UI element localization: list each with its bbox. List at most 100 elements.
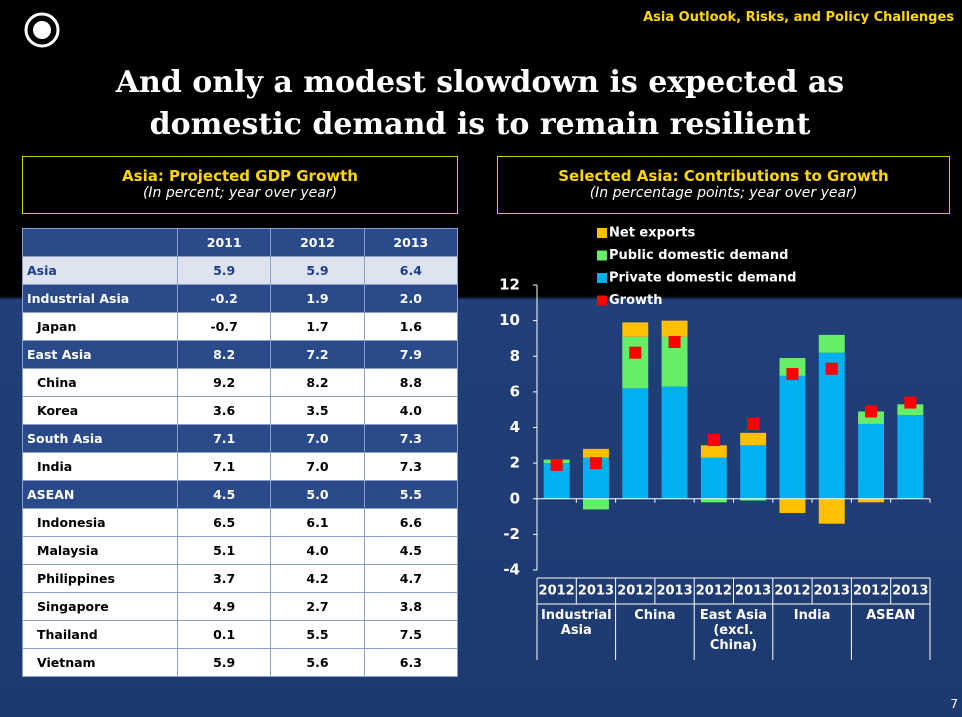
cell: 4.0 [363,396,459,425]
bar-segment [700,457,727,499]
bar-segment [897,404,924,416]
cell: ASEAN [22,480,178,509]
cell: 2.0 [363,284,459,313]
growth-marker [550,458,563,471]
bar-segment [779,498,806,513]
gdp-table: 2011 2012 2013 Asia 5.9 5.9 6.4 Industrial Asia… [22,228,459,677]
legend-swatch [597,295,607,306]
bar-segment [700,445,727,458]
table-subtitle: (In percent; year over year) [142,185,338,201]
cell: 7.9 [363,340,459,369]
cell: 7.3 [363,424,459,453]
table-row: Philippines 3.7 4.2 4.7 [22,564,459,593]
table-row: Indonesia 6.5 6.1 6.6 [22,508,459,537]
cell: 6.1 [270,508,365,537]
growth-marker [668,336,681,348]
bar-segment [858,423,885,499]
page-number: 7 [950,697,958,711]
table-row: South Asia 7.1 7.0 7.3 [22,424,459,453]
header-row: 2011 2012 2013 [22,228,459,257]
table-title: Asia: Projected GDP Growth [122,167,358,185]
x-tick-label: 2012 [696,584,732,599]
growth-marker [786,368,799,381]
group-label: ASEAN [866,608,916,623]
bar-segment [818,352,845,499]
deck-tag: Asia Outlook, Risks, and Policy Challeng… [643,10,954,25]
growth-marker [825,362,838,375]
cell: 5.6 [270,648,365,677]
cell: 5.5 [270,620,365,649]
bar-segment [582,498,609,510]
cell: 6.6 [363,508,459,537]
table-row: Korea 3.6 3.5 4.0 [22,396,459,425]
table-row: Thailand 0.1 5.5 7.5 [22,620,459,649]
bar-segment [700,498,727,503]
cell: -0.2 [176,284,272,313]
cell: China [22,368,178,397]
legend-label: Public domestic demand [609,248,788,263]
cell: 7.3 [363,452,459,481]
bar-segment [622,388,649,499]
y-tick-label: 2 [510,454,520,472]
table-title-box: Asia: Projected GDP Growth (In percent; … [22,156,458,214]
cell: Philippines [22,564,178,593]
cell: 3.6 [176,396,272,425]
legend-swatch [597,228,607,238]
bar-segment [740,432,767,446]
bar-segment [779,375,806,499]
bar-segment [858,498,885,503]
x-tick-label: 2012 [774,584,810,599]
growth-marker [747,417,760,430]
cell: 5.0 [270,480,365,509]
group-label: East Asia (excl. China) [699,608,768,653]
x-tick-label: 2012 [617,584,653,599]
cell: 4.9 [176,592,272,621]
cell: 5.1 [176,536,272,565]
bar-segment [582,448,609,458]
bar-segment [622,322,649,337]
x-tick-label: 2013 [735,584,771,599]
x-tick-label: 2013 [656,584,692,599]
bar-segment [622,336,649,389]
y-tick-label: 0 [510,489,520,507]
table-row: India 7.1 7.0 7.3 [22,452,459,481]
cell: Singapore [22,592,178,621]
growth-marker [707,433,720,446]
cell: -0.7 [176,312,272,341]
cell: Japan [22,312,178,341]
slide-title: And only a modest slowdown is expected a… [115,65,845,142]
cell: 4.7 [363,564,459,593]
column-header: 2013 [363,228,459,257]
cell: 4.2 [270,564,365,593]
bar-segment [661,386,688,499]
x-tick-label: 2012 [539,584,575,599]
cell: 3.5 [270,396,365,425]
group-label: Industrial Asia [540,608,612,638]
bar-segment [740,445,767,499]
bar-segment [897,415,924,499]
legend-swatch [597,273,607,283]
cell: Vietnam [22,648,178,677]
y-tick-label: -2 [503,525,520,543]
bar-segment [661,320,688,337]
growth-marker [589,457,602,470]
cell: Malaysia [22,536,178,565]
growth-marker [865,405,878,418]
growth-marker [629,346,642,359]
cell: South Asia [22,424,178,453]
growth-marker [904,396,917,409]
legend-label: Net exports [609,226,696,241]
legend-swatch [597,250,607,261]
cell: 4.5 [176,480,272,509]
table-row: Vietnam 5.9 5.6 6.3 [22,648,459,677]
legend-label: Growth [609,293,663,308]
bar-segment [858,411,885,424]
group-label: China [634,608,676,623]
x-tick-label: 2013 [892,584,928,599]
chart-title-box: Selected Asia: Contributions to Growth (… [497,156,950,214]
cell: 5.9 [176,648,272,677]
y-tick-label: 4 [510,418,520,436]
cell: East Asia [22,340,178,369]
cell: 7.0 [270,452,365,481]
